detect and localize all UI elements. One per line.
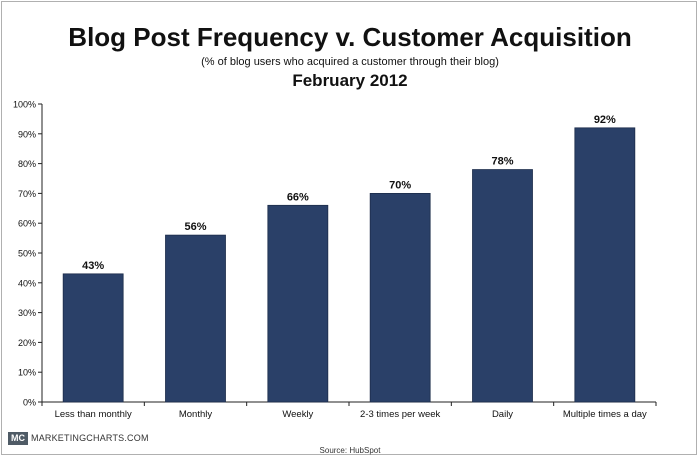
bar-value-label: 78% bbox=[491, 156, 513, 168]
x-category-label: 2-3 times per week bbox=[360, 409, 441, 420]
y-tick-label: 60% bbox=[18, 219, 36, 229]
y-tick-label: 80% bbox=[18, 159, 36, 169]
y-tick-label: 70% bbox=[18, 189, 36, 199]
bar bbox=[369, 192, 431, 403]
bar-value-label: 66% bbox=[287, 191, 309, 203]
bar-value-label: 56% bbox=[184, 221, 206, 233]
x-category-label: Monthly bbox=[179, 409, 213, 420]
x-category-label: Multiple times a day bbox=[563, 409, 647, 420]
bar-value-label: 70% bbox=[389, 179, 411, 191]
bar bbox=[165, 234, 226, 403]
chart-subtitle: (% of blog users who acquired a customer… bbox=[201, 56, 499, 68]
bar-value-label: 92% bbox=[594, 114, 616, 126]
chart-date: February 2012 bbox=[292, 71, 408, 90]
y-tick-label: 0% bbox=[23, 398, 36, 408]
y-tick-label: 40% bbox=[18, 278, 36, 288]
y-tick-label: 10% bbox=[18, 368, 36, 378]
bar bbox=[472, 169, 533, 403]
bar-value-label: 43% bbox=[82, 260, 104, 272]
chart-title: Blog Post Frequency v. Customer Acquisit… bbox=[68, 22, 632, 52]
bar bbox=[62, 273, 124, 403]
x-category-label: Weekly bbox=[282, 409, 313, 420]
x-category-label: Less than monthly bbox=[55, 409, 132, 420]
y-tick-label: 20% bbox=[18, 338, 36, 348]
brand-name: MARKETINGCHARTS.COM bbox=[31, 433, 149, 443]
bar bbox=[267, 204, 329, 403]
bar bbox=[574, 127, 636, 403]
source-note: Source: HubSpot bbox=[319, 446, 381, 455]
y-tick-label: 30% bbox=[18, 308, 36, 318]
y-tick-label: 100% bbox=[13, 100, 36, 110]
y-tick-label: 50% bbox=[18, 249, 36, 259]
x-category-label: Daily bbox=[492, 409, 513, 420]
y-tick-label: 90% bbox=[18, 129, 36, 139]
brand: MC MARKETINGCHARTS.COM bbox=[8, 431, 149, 445]
brand-logo: MC bbox=[8, 431, 28, 445]
